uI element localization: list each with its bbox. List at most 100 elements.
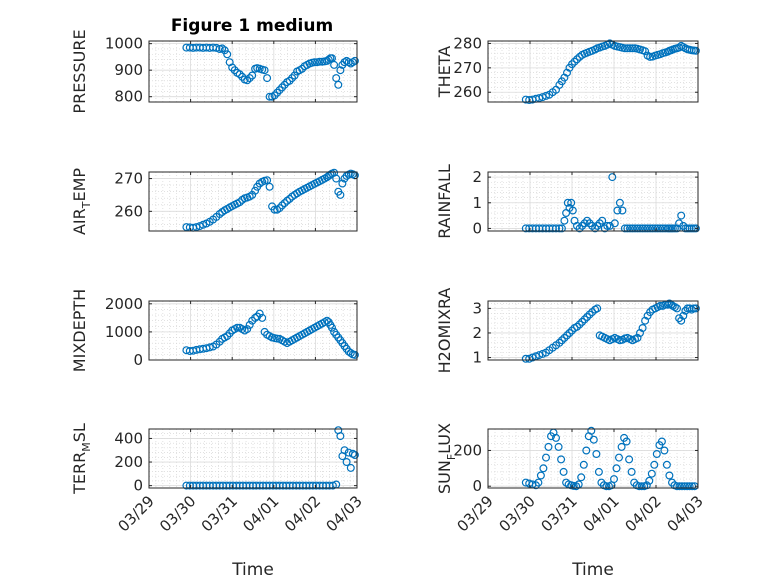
data-point <box>680 482 689 491</box>
data-point <box>592 450 601 459</box>
data-point <box>620 44 629 53</box>
data-point <box>575 320 584 329</box>
y-axis-label-main: RAINFALL <box>435 164 454 239</box>
data-point <box>608 173 617 182</box>
data-point <box>645 476 654 485</box>
y-axis-label: THETA <box>435 46 454 98</box>
data-point <box>551 433 560 442</box>
data-point <box>243 325 252 334</box>
data-point <box>567 60 576 69</box>
plot-area <box>488 301 698 360</box>
axes-box <box>148 171 358 232</box>
axes-box <box>487 300 699 361</box>
y-axis-label: MIXDEPTH <box>70 289 89 372</box>
data-point <box>328 481 337 490</box>
data-point <box>205 343 214 352</box>
data-point <box>562 331 571 340</box>
y-tick-label: 900 <box>114 61 143 79</box>
data-point <box>595 219 604 228</box>
data-point <box>582 446 591 455</box>
data-point <box>557 336 566 345</box>
data-point <box>615 198 624 207</box>
data-point <box>328 323 337 332</box>
axes-box <box>487 171 699 232</box>
data-point <box>270 205 279 214</box>
data-point <box>677 482 686 491</box>
y-axis-label: PRESSURE <box>70 29 89 113</box>
data-point <box>583 313 592 322</box>
data-point <box>275 204 284 213</box>
data-point <box>346 463 355 472</box>
data-point <box>641 47 650 56</box>
data-point <box>665 471 674 480</box>
data-point <box>223 50 232 59</box>
y-axis-label-main: MIXDEPTH <box>70 289 89 372</box>
data-point <box>617 442 626 451</box>
data-point <box>610 219 619 228</box>
data-point <box>334 80 343 89</box>
data-point <box>290 71 299 80</box>
data-point <box>245 320 254 329</box>
y-tick-label: 400 <box>114 429 143 447</box>
data-point <box>661 224 670 233</box>
data-point <box>685 482 694 491</box>
data-point <box>602 482 611 491</box>
data-point <box>662 460 671 469</box>
data-point <box>653 224 662 233</box>
data-point <box>538 93 547 102</box>
y-tick-label: 0 <box>133 477 143 495</box>
data-point <box>628 224 637 233</box>
data-point <box>594 467 603 476</box>
data-point <box>562 68 571 77</box>
y-tick-label: 2000 <box>105 295 143 313</box>
data-point <box>288 74 297 83</box>
data-point <box>638 324 647 333</box>
data-point <box>625 224 634 233</box>
subplot-pressure: 800 900 1000 PRESSURE <box>70 29 359 114</box>
data-point <box>280 80 289 89</box>
data-point <box>613 206 622 215</box>
y-axis-label: RAINFALL <box>435 164 454 239</box>
data-point <box>627 467 636 476</box>
data-point <box>557 455 566 464</box>
data-point <box>342 458 351 467</box>
data-point <box>350 451 359 460</box>
data-point <box>251 186 260 195</box>
data-point <box>637 482 646 491</box>
y-tick-label: 0 <box>472 219 482 237</box>
data-point <box>577 473 586 482</box>
data-point <box>578 221 587 230</box>
data-point <box>675 482 684 491</box>
figure-title: Figure 1 medium <box>171 16 333 36</box>
data-point <box>270 91 279 100</box>
data-point <box>350 350 359 359</box>
data-point <box>560 216 569 225</box>
data-point <box>539 464 548 473</box>
data-point <box>656 224 665 233</box>
y-axis-label-main: H2OMIXRA <box>435 288 454 374</box>
y-axis-label: SUNFLUX <box>435 423 458 494</box>
data-point <box>275 86 284 95</box>
y-tick-label: 200 <box>114 453 143 471</box>
data-point <box>638 224 647 233</box>
data-point <box>265 92 274 101</box>
axes-box <box>148 300 358 361</box>
y-axis-label-main: TERR <box>70 452 89 495</box>
data-point <box>220 46 229 55</box>
data-point <box>683 482 692 491</box>
data-point <box>614 453 623 462</box>
data-point <box>315 57 324 66</box>
data-point <box>278 83 287 92</box>
y-axis-label: H2OMIXRA <box>435 288 454 374</box>
axes-box <box>148 428 358 489</box>
y-tick-label: 1 <box>472 194 482 212</box>
y-tick-label: 1000 <box>105 35 143 53</box>
data-point <box>544 442 553 451</box>
data-point <box>580 219 589 228</box>
data-point <box>243 76 252 85</box>
y-tick-label: 1 <box>472 349 482 367</box>
data-point <box>336 190 345 199</box>
data-point <box>555 338 564 347</box>
data-point <box>568 206 577 215</box>
